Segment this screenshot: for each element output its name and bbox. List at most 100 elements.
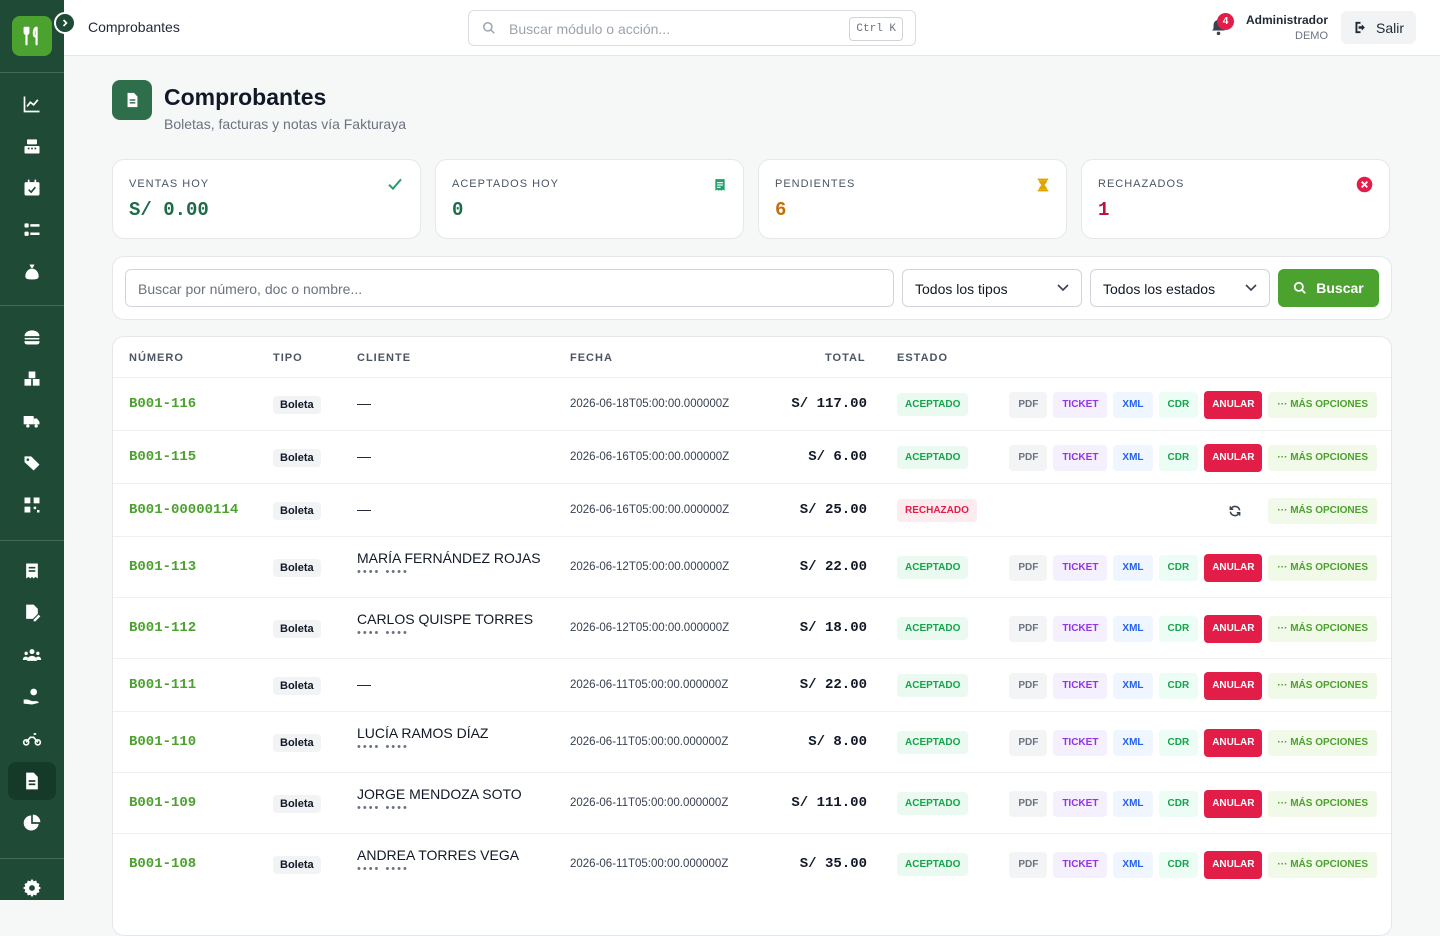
pdf-button[interactable]: PDF [1009, 554, 1048, 581]
xml-button[interactable]: XML [1113, 615, 1153, 642]
sidebar-item-payments[interactable] [8, 678, 56, 716]
anular-button[interactable]: ANULAR [1204, 614, 1263, 643]
ticket-button[interactable]: TICKET [1053, 391, 1108, 418]
table-row[interactable]: B001-112 Boleta CARLOS QUISPE TORRES •••• •… [113, 597, 1391, 658]
chevron-right-icon [62, 19, 68, 27]
anular-button[interactable]: ANULAR [1204, 671, 1263, 700]
pdf-button[interactable]: PDF [1009, 615, 1048, 642]
sidebar-item-riders[interactable] [8, 720, 56, 758]
pdf-button[interactable]: PDF [1009, 790, 1048, 817]
cdr-button[interactable]: CDR [1158, 790, 1199, 817]
anular-button[interactable]: ANULAR [1204, 728, 1263, 757]
status-badge: ACEPTADO [897, 730, 969, 754]
sidebar-item-reports[interactable] [8, 804, 56, 842]
receipt-number-link[interactable]: B001-116 [129, 395, 197, 412]
cdr-button[interactable]: CDR [1158, 615, 1199, 642]
logout-button[interactable]: Salir [1341, 11, 1416, 44]
cdr-button[interactable]: CDR [1158, 391, 1199, 418]
receipt-number-link[interactable]: B001-109 [129, 794, 197, 811]
ticket-button[interactable]: TICKET [1053, 672, 1108, 699]
pdf-button[interactable]: PDF [1009, 444, 1048, 471]
sidebar-item-promotions[interactable] [8, 444, 56, 482]
sidebar-item-inventory[interactable] [8, 360, 56, 398]
sidebar-item-cash[interactable] [8, 253, 56, 291]
more-options-button[interactable]: ··· MÁS OPCIONES [1268, 729, 1377, 756]
more-options-button[interactable]: ··· MÁS OPCIONES [1268, 672, 1377, 699]
ticket-button[interactable]: TICKET [1053, 554, 1108, 581]
sidebar-item-customers[interactable] [8, 636, 56, 674]
more-options-button[interactable]: ··· MÁS OPCIONES [1268, 851, 1377, 878]
ticket-button[interactable]: TICKET [1053, 729, 1108, 756]
table-row[interactable]: B001-111 Boleta — 2026-06-11T05:00:00.00000… [113, 658, 1391, 711]
anular-button[interactable]: ANULAR [1204, 390, 1263, 419]
users-icon [22, 649, 42, 661]
cdr-button[interactable]: CDR [1158, 851, 1199, 878]
anular-button[interactable]: ANULAR [1204, 789, 1263, 818]
status-select[interactable]: Todos los estados [1090, 269, 1270, 307]
cdr-button[interactable]: CDR [1158, 729, 1199, 756]
pdf-button[interactable]: PDF [1009, 391, 1048, 418]
table-row[interactable]: B001-109 Boleta JORGE MENDOZA SOTO •••• •••… [113, 772, 1391, 833]
sidebar-item-settings[interactable] [8, 869, 56, 907]
more-options-button[interactable]: ··· MÁS OPCIONES [1268, 790, 1377, 817]
ticket-button[interactable]: TICKET [1053, 790, 1108, 817]
sidebar-item-delivery[interactable] [8, 402, 56, 440]
xml-button[interactable]: XML [1113, 672, 1153, 699]
pdf-button[interactable]: PDF [1009, 851, 1048, 878]
cdr-button[interactable]: CDR [1158, 672, 1199, 699]
sidebar-item-receipts[interactable] [8, 552, 56, 590]
xml-button[interactable]: XML [1113, 851, 1153, 878]
sidebar-item-comprobantes[interactable] [8, 762, 56, 800]
ticket-button[interactable]: TICKET [1053, 851, 1108, 878]
module-search-input[interactable]: Buscar módulo o acción... Ctrl K [468, 10, 916, 46]
more-options-button[interactable]: ··· MÁS OPCIONES [1268, 497, 1377, 524]
receipt-number-link[interactable]: B001-111 [129, 676, 197, 693]
pdf-button[interactable]: PDF [1009, 672, 1048, 699]
total-cell: S/ 111.00 [791, 794, 867, 811]
more-options-button[interactable]: ··· MÁS OPCIONES [1268, 554, 1377, 581]
sidebar-item-tasks[interactable] [8, 211, 56, 249]
anular-button[interactable]: ANULAR [1204, 443, 1263, 472]
type-select[interactable]: Todos los tipos [902, 269, 1082, 307]
user-info[interactable]: Administrador DEMO [1246, 13, 1328, 42]
receipt-number-link[interactable]: B001-115 [129, 448, 197, 465]
table-row[interactable]: B001-108 Boleta ANDREA TORRES VEGA •••• •••… [113, 833, 1391, 894]
receipt-number-link[interactable]: B001-00000114 [129, 501, 239, 518]
xml-button[interactable]: XML [1113, 790, 1153, 817]
ticket-button[interactable]: TICKET [1053, 444, 1108, 471]
table-row[interactable]: B001-00000114 Boleta — 2026-06-16T05:00:00.… [113, 483, 1391, 536]
sidebar-item-invoices[interactable] [8, 594, 56, 632]
receipt-number-link[interactable]: B001-110 [129, 733, 197, 750]
cdr-button[interactable]: CDR [1158, 554, 1199, 581]
table-row[interactable]: B001-115 Boleta — 2026-06-16T05:00:00.00000… [113, 430, 1391, 483]
anular-button[interactable]: ANULAR [1204, 850, 1263, 879]
ticket-button[interactable]: TICKET [1053, 615, 1108, 642]
resend-button[interactable] [1222, 498, 1248, 524]
sidebar-item-orders[interactable] [8, 169, 56, 207]
sidebar-item-pos[interactable] [8, 127, 56, 165]
sidebar-item-dashboard[interactable] [8, 85, 56, 123]
sidebar-toggle-button[interactable] [54, 12, 76, 34]
table-row[interactable]: B001-113 Boleta MARÍA FERNÁNDEZ ROJAS •••• … [113, 536, 1391, 597]
total-cell: S/ 22.00 [799, 676, 867, 693]
table-row[interactable]: B001-110 Boleta LUCÍA RAMOS DÍAZ •••• •••• 2… [113, 711, 1391, 772]
receipt-number-link[interactable]: B001-108 [129, 855, 197, 872]
sidebar-item-menu[interactable] [8, 318, 56, 356]
receipt-number-link[interactable]: B001-113 [129, 558, 197, 575]
anular-button[interactable]: ANULAR [1204, 553, 1263, 582]
receipt-number-link[interactable]: B001-112 [129, 619, 197, 636]
more-options-button[interactable]: ··· MÁS OPCIONES [1268, 444, 1377, 471]
xml-button[interactable]: XML [1113, 391, 1153, 418]
receipt-search-input[interactable]: Buscar por número, doc o nombre... [125, 269, 894, 307]
more-options-button[interactable]: ··· MÁS OPCIONES [1268, 615, 1377, 642]
table-row[interactable]: B001-116 Boleta — 2026-06-18T05:00:00.00000… [113, 377, 1391, 430]
sidebar-item-qr[interactable] [8, 486, 56, 524]
xml-button[interactable]: XML [1113, 729, 1153, 756]
search-button[interactable]: Buscar [1278, 269, 1379, 307]
xml-button[interactable]: XML [1113, 444, 1153, 471]
xml-button[interactable]: XML [1113, 554, 1153, 581]
more-options-button[interactable]: ··· MÁS OPCIONES [1268, 391, 1377, 418]
cdr-button[interactable]: CDR [1158, 444, 1199, 471]
app-logo[interactable] [12, 16, 52, 56]
pdf-button[interactable]: PDF [1009, 729, 1048, 756]
